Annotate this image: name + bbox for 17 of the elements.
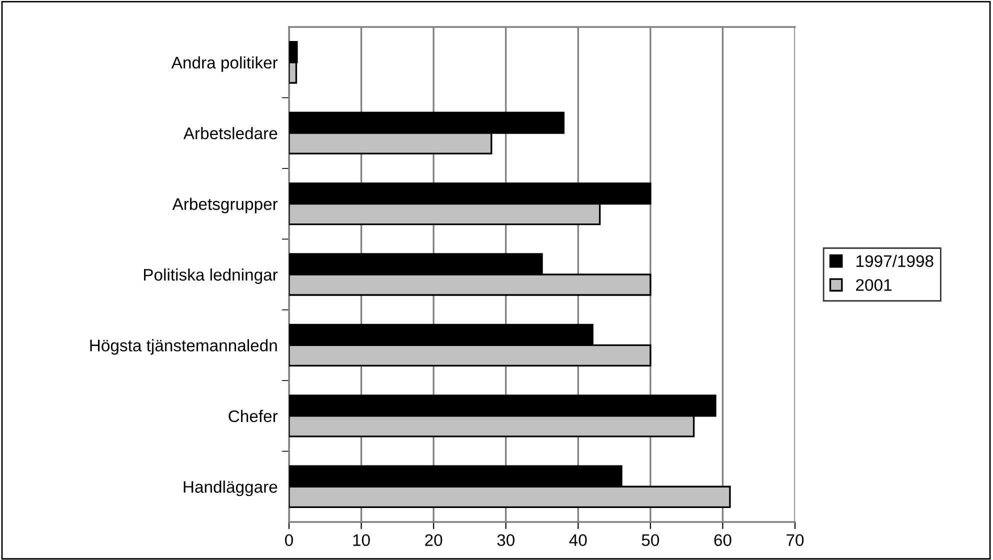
legend-label: 1997/1998 bbox=[856, 254, 934, 268]
y-tick-label: Högsta tjänstemannaledn bbox=[90, 339, 277, 355]
x-tick-label: 60 bbox=[714, 534, 732, 546]
x-tick-label: 30 bbox=[497, 534, 514, 546]
x-tick-label: 10 bbox=[353, 534, 370, 546]
x-tick-label: 70 bbox=[786, 534, 804, 546]
y-tick-label: Politiska ledningar bbox=[144, 268, 278, 284]
legend-label: 2001 bbox=[856, 279, 892, 291]
x-tick-label: 50 bbox=[642, 534, 660, 546]
x-tick-label: 20 bbox=[425, 534, 442, 546]
x-tick-label: 0 bbox=[285, 534, 293, 546]
x-tick-label: 40 bbox=[569, 534, 587, 546]
y-tick-label: Arbetsledare bbox=[183, 127, 278, 140]
y-tick-label: Handläggare bbox=[184, 480, 278, 496]
y-tick-label: Andra politiker bbox=[171, 56, 278, 72]
y-tick-label: Chefer bbox=[228, 410, 278, 422]
y-tick-label: Arbetsgrupper bbox=[172, 198, 278, 214]
